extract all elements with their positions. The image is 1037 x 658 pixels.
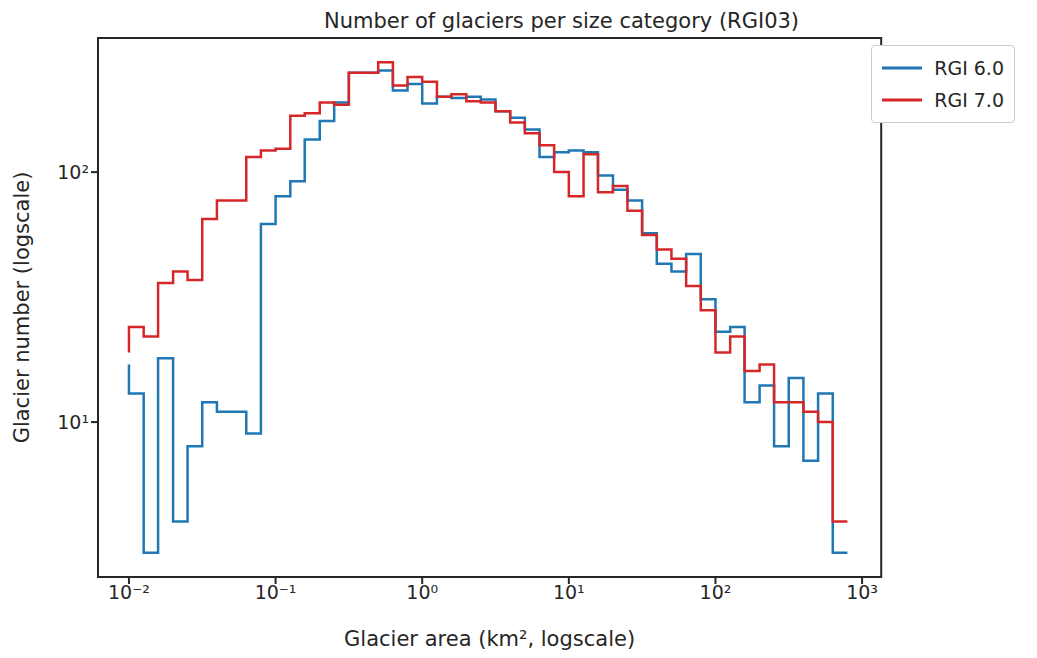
html-text:Number of glaciers per size ca: Number of glaciers per size category (RG… (323, 9, 800, 33)
html-text:RGI 7.0: RGI 7.0 (934, 89, 1004, 111)
svg-text:10⁻¹: 10⁻¹ (255, 581, 297, 603)
svg-text:Glacier area (km², logscale): Glacier area (km², logscale) (344, 627, 635, 650)
svg-text:10¹: 10¹ (553, 581, 585, 603)
svg-text:Glacier number (logscale): Glacier number (logscale) (10, 172, 34, 444)
svg-text:10¹: 10¹ (57, 411, 89, 433)
svg-text:10⁻²: 10⁻² (108, 581, 150, 603)
svg-text:10²: 10² (700, 581, 732, 603)
svg-text:10²: 10² (57, 161, 89, 183)
svg-text:10⁰: 10⁰ (406, 581, 438, 603)
svg-text:10³: 10³ (846, 581, 878, 603)
html-text:RGI 6.0: RGI 6.0 (934, 57, 1004, 79)
